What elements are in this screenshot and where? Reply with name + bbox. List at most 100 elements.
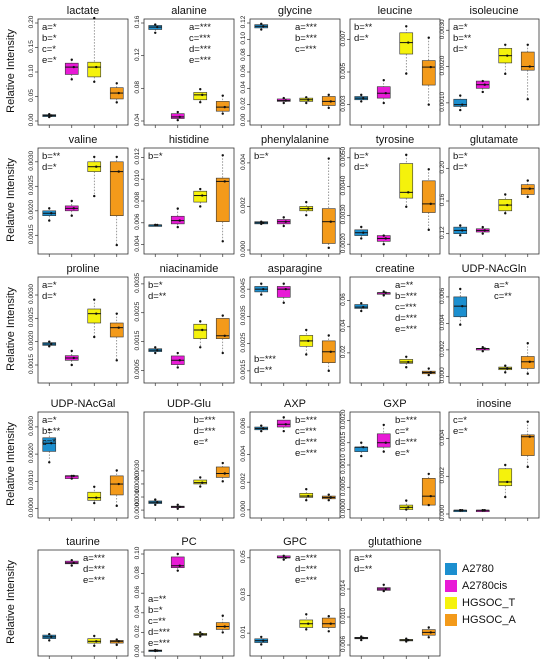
panel-glutamate: glutamate 0.12 0.16 0.20 b=*d=* (439, 134, 540, 257)
y-tick-label: 0.16 (134, 15, 141, 28)
box-hgsoc_a (520, 184, 535, 195)
panel-title: lactate (67, 5, 99, 17)
annotation: c=*** (295, 426, 317, 437)
legend-swatch-hgsoc-a (445, 613, 457, 626)
point-min (115, 243, 118, 247)
box-hgsoc_a (109, 161, 124, 217)
point-mid (201, 481, 204, 484)
y-tick-label: 0.0010 (134, 486, 141, 506)
legend-label-a2780cis: A2780cis (462, 579, 508, 592)
panel-glutathione: glutathione 0.006 0.010 0.014 a=**d=** (340, 536, 441, 659)
point-max (305, 328, 308, 332)
point-max (459, 287, 462, 291)
panel-title: AXP (284, 398, 306, 410)
point-mid (528, 187, 531, 190)
y-tick-label: 0.0010 (340, 454, 347, 474)
y-tick-label: 0.0050 (340, 146, 347, 166)
panel-inosine: inosine 0.000 0.002 0.004 c=*e=* (439, 398, 540, 521)
point-max (305, 487, 308, 491)
plot-frame (143, 18, 235, 126)
point-min (221, 112, 224, 115)
annotation: b=* (42, 33, 57, 44)
y-tick-label: 0.004 (439, 314, 446, 331)
point-mid (362, 96, 365, 100)
point-min (504, 212, 507, 215)
y-axis-label: Relative Intensity (5, 560, 17, 644)
point-min (154, 649, 157, 653)
point-mid (156, 25, 159, 29)
point-max (305, 613, 308, 616)
y-tick-label: 0.0020 (28, 199, 35, 219)
point-mid (284, 220, 287, 223)
annotation: c=* (395, 426, 409, 437)
point-min (504, 371, 507, 374)
point-min (154, 223, 157, 227)
box-hgsoc_t (193, 92, 208, 101)
panel-pc: PC 0.00 0.02 0.04 0.06 0.08 0.10 a=**b=*c=**d=*… (134, 536, 235, 659)
panel-lactate: lactate 0.00 0.05 0.10 0.15 0.20 a=*b=*c=*e=* (28, 5, 129, 128)
point-mid (95, 640, 98, 643)
y-tick-label: 0.08 (134, 566, 141, 579)
box-hgsoc_a (520, 356, 535, 369)
point-mid (178, 359, 181, 362)
annotation: d=** (254, 365, 273, 376)
point-min (48, 115, 51, 119)
annotation: c=* (42, 437, 56, 448)
annotation: d=* (453, 44, 468, 55)
y-tick-label: 0.0010 (439, 92, 446, 112)
point-mid (284, 556, 287, 559)
point-mid (329, 350, 332, 353)
point-min (70, 78, 73, 81)
panel-leucine: leucine 0.003 0.005 0.007 b=**d=* (340, 5, 441, 128)
annotation: a=*** (295, 22, 317, 33)
panel-title: tyrosine (376, 134, 415, 146)
annotation: b=*** (194, 415, 216, 426)
point-min (48, 219, 51, 222)
y-tick-label: 0.05 (240, 550, 247, 563)
point-mid (117, 482, 120, 486)
box-a2780 (453, 98, 468, 107)
y-tick-label: 0.02 (240, 97, 247, 110)
point-max (48, 207, 51, 210)
point-max (427, 36, 430, 39)
point-min (327, 106, 330, 110)
point-max (221, 314, 224, 317)
y-tick-label: 0.00 (28, 113, 35, 126)
point-mid (117, 91, 120, 95)
point-max (382, 78, 385, 82)
box-a2780cis (170, 556, 185, 569)
point-mid (461, 103, 464, 106)
point-max (199, 187, 202, 191)
point-min (405, 366, 408, 369)
point-max (405, 153, 408, 157)
panel-title: valine (69, 134, 98, 146)
panel-taurine: taurine a=***d=***e=*** (37, 536, 129, 659)
point-min (305, 101, 308, 105)
box-hgsoc_t (193, 190, 208, 203)
point-min (176, 569, 179, 572)
annotation: a=* (42, 280, 57, 291)
point-max (360, 93, 363, 97)
y-tick-label: 0.0015 (240, 360, 247, 380)
box-a2780cis (170, 215, 185, 225)
point-min (305, 353, 308, 356)
point-mid (461, 304, 464, 308)
annotation: c=* (42, 44, 56, 55)
point-mid (329, 100, 332, 103)
panel-phenylalanine: phenylalanine 0.000 0.002 0.004 b=* (240, 134, 341, 257)
y-tick-label: 0.0020 (439, 55, 446, 75)
y-tick-label: 0.0000 (28, 497, 35, 517)
point-mid (307, 622, 310, 625)
point-min (221, 240, 224, 243)
plot-frame (448, 18, 540, 126)
y-tick-label: 0.0035 (134, 273, 141, 293)
point-max (504, 43, 507, 46)
annotation: a=*** (83, 553, 105, 564)
point-mid (384, 291, 387, 294)
y-tick-label: 0.0015 (28, 354, 35, 374)
box-hgsoc_t (299, 492, 314, 498)
point-min (526, 465, 529, 469)
point-max (48, 632, 51, 636)
y-tick-label: 0.0030 (340, 204, 347, 224)
annotation: e=* (395, 448, 410, 459)
